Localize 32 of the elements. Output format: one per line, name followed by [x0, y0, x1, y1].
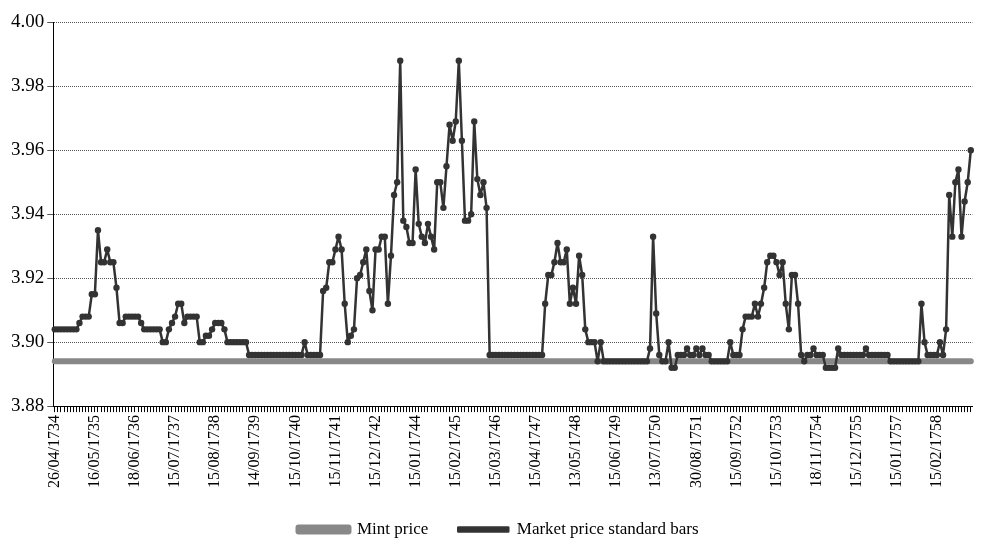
x-tick-label: 30/08/1751: [686, 415, 704, 488]
x-tick-label: 15/07/1737: [165, 415, 183, 488]
x-tick-label: 26/04/1734: [45, 415, 62, 488]
x-tick-label: 15/08/1738: [205, 415, 223, 488]
y-tick-label: 4.00: [11, 10, 45, 32]
x-tick-label: 15/10/1753: [766, 415, 784, 488]
x-tick-label: 15/01/1744: [405, 415, 423, 488]
x-tick-label: 15/10/1740: [285, 415, 303, 488]
x-tick-label: 18/11/1754: [806, 415, 824, 488]
x-tick-label: 15/02/1758: [927, 415, 945, 488]
y-tick-label: 3.94: [11, 202, 45, 224]
y-tick-label: 3.96: [11, 138, 45, 160]
x-tick-label: 15/06/1749: [606, 415, 624, 488]
x-tick-label: 13/07/1750: [646, 415, 664, 488]
y-tick-label: 3.90: [11, 330, 45, 352]
x-tick-label: 16/05/1735: [85, 415, 103, 488]
y-tick-label: 3.98: [11, 74, 45, 96]
x-tick-label: 18/06/1736: [125, 415, 143, 488]
x-tick-label: 15/01/1757: [886, 415, 904, 488]
x-tick-label: 15/09/1752: [726, 415, 744, 488]
x-tick-label: 15/11/1741: [325, 415, 343, 488]
x-tick-label: 15/02/1745: [445, 415, 463, 488]
x-tick-label: 14/09/1739: [245, 415, 263, 488]
x-tick-label: 13/05/1748: [566, 415, 584, 488]
x-tick-label: 15/12/1742: [365, 415, 383, 488]
legend-label: Mint price: [356, 518, 429, 538]
x-tick-label: 15/12/1755: [846, 415, 864, 488]
x-tick-label: 15/04/1747: [526, 415, 544, 488]
legend-label: Market price standard bars: [516, 518, 699, 538]
x-tick-label: 15/03/1746: [486, 415, 504, 488]
y-tick-label: 3.92: [11, 266, 45, 288]
y-tick-label: 3.88: [11, 394, 45, 416]
